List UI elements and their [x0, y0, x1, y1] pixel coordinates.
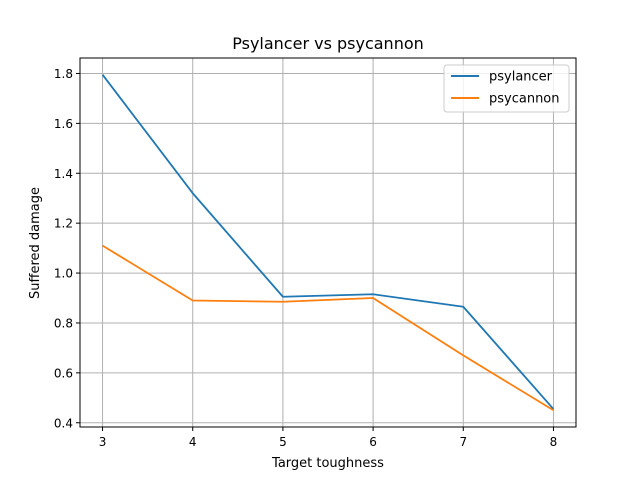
grid [80, 58, 576, 427]
y-axis-label: Suffered damage [28, 187, 43, 299]
y-tick-label: 1.0 [54, 267, 73, 281]
x-tick-label: 6 [369, 435, 377, 449]
legend: psylancer psycannon [443, 64, 570, 113]
series-line-psylancer [101, 74, 555, 410]
legend-entry-psylancer: psylancer [489, 70, 553, 85]
y-tick-label: 1.2 [54, 217, 73, 231]
x-tick-label: 8 [550, 435, 558, 449]
y-tick-label: 0.6 [54, 366, 73, 380]
y-tick-label: 1.6 [54, 117, 73, 131]
x-tick-label: 7 [459, 435, 467, 449]
series-line-psycannon [102, 244, 554, 412]
y-tick-label: 0.8 [54, 316, 73, 330]
plot-area-frame [79, 57, 577, 428]
x-tick-label: 4 [189, 435, 197, 449]
legend-entry-psycannon: psycannon [489, 92, 560, 107]
x-axis-label: Target toughness [271, 456, 384, 471]
axis-ticks: 3 4 5 6 7 8 0.4 0.6 0.8 1.0 1.2 1.4 1.6 1.8 [54, 67, 557, 449]
y-tick-label: 1.8 [54, 67, 73, 81]
series-group [101, 74, 555, 412]
chart-title: Psylancer vs psycannon [232, 34, 424, 53]
x-tick-label: 3 [99, 435, 107, 449]
x-tick-label: 5 [279, 435, 287, 449]
y-tick-label: 0.4 [54, 416, 73, 430]
y-tick-label: 1.4 [54, 167, 73, 181]
